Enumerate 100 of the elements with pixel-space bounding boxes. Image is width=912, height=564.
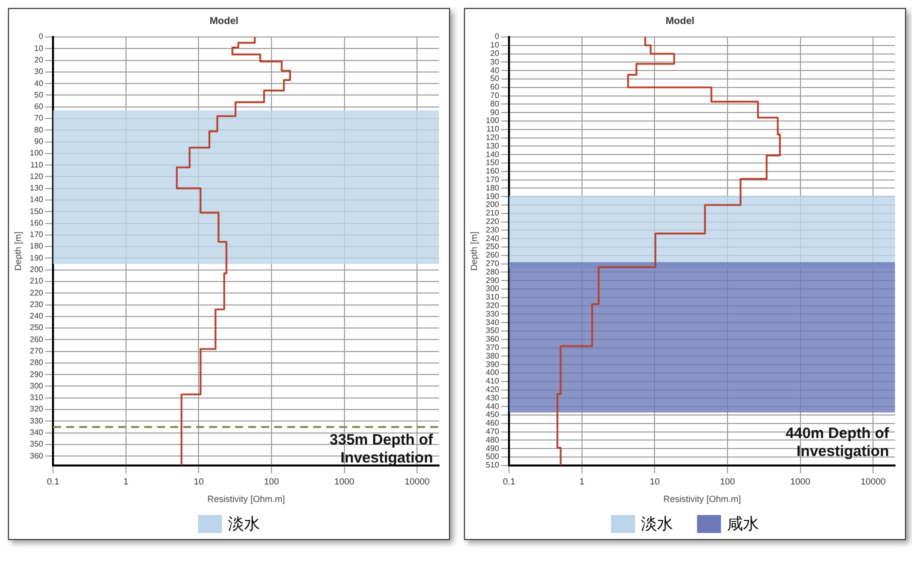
ref-line-label: 335m Depth of Investigation <box>330 432 434 467</box>
y-tick-label: 90 <box>490 108 500 117</box>
y-tick-label: 160 <box>30 218 44 228</box>
y-tick-label: 310 <box>30 393 44 402</box>
y-tick-label: 300 <box>486 284 500 294</box>
y-tick-label: 50 <box>490 74 500 84</box>
y-tick-label: 210 <box>486 208 500 218</box>
y-tick-label: 200 <box>30 265 44 274</box>
x-tick-label: 0.1 <box>502 476 516 486</box>
y-tick-label: 450 <box>486 410 500 420</box>
y-tick-label: 290 <box>30 370 44 379</box>
y-tick-label: 340 <box>30 428 44 438</box>
y-tick-label: 410 <box>486 376 500 386</box>
y-tick-label: 200 <box>486 200 500 210</box>
y-tick-label: 120 <box>486 133 500 142</box>
y-tick-label: 30 <box>34 67 44 76</box>
x-tick-label: 100 <box>264 476 280 486</box>
y-tick-label: 110 <box>486 124 500 134</box>
y-tick-label: 220 <box>30 288 44 298</box>
y-tick-label: 390 <box>486 360 500 369</box>
y-tick-label: 480 <box>486 435 500 444</box>
y-tick-label: 40 <box>34 78 44 88</box>
y-tick-label: 350 <box>30 440 44 449</box>
x-axis-title: Resistivity [Ohm.m] <box>663 494 741 504</box>
y-tick-label: 190 <box>486 192 500 201</box>
x-axis-title: Resistivity [Ohm.m] <box>207 494 285 504</box>
y-tick-label: 280 <box>486 267 500 276</box>
x-tick-label: 1 <box>579 476 584 486</box>
y-tick-label: 440 <box>486 402 500 411</box>
y-tick-label: 320 <box>30 404 44 414</box>
y-tick-label: 0 <box>494 32 500 42</box>
y-tick-label: 110 <box>30 160 44 170</box>
y-tick-label: 250 <box>486 242 500 252</box>
y-tick-label: 290 <box>486 276 500 285</box>
y-tick-label: 490 <box>486 444 500 453</box>
y-tick-label: 210 <box>30 276 44 286</box>
y-axis-title: Depth [m] <box>468 232 479 271</box>
y-tick-label: 80 <box>34 125 44 134</box>
y-tick-label: 90 <box>34 136 44 146</box>
y-tick-label: 220 <box>486 217 500 226</box>
y-tick-label: 250 <box>30 323 44 332</box>
y-tick-label: 70 <box>34 114 44 123</box>
y-tick-label: 20 <box>490 49 500 58</box>
y-tick-label: 260 <box>30 334 44 344</box>
chart-title: Model <box>210 16 239 27</box>
y-tick-label: 240 <box>30 312 44 321</box>
y-tick-label: 470 <box>486 427 500 436</box>
y-tick-label: 370 <box>486 343 500 352</box>
y-tick-label: 70 <box>490 91 500 100</box>
x-tick-label: 10 <box>194 476 204 486</box>
y-tick-label: 400 <box>486 368 500 378</box>
y-tick-label: 170 <box>486 175 500 184</box>
y-tick-label: 60 <box>490 82 500 92</box>
y-tick-label: 360 <box>486 334 500 344</box>
y-tick-label: 420 <box>486 385 500 394</box>
y-tick-label: 130 <box>486 141 500 150</box>
y-tick-label: 320 <box>486 301 500 310</box>
y-tick-label: 150 <box>30 206 44 216</box>
x-tick-label: 1000 <box>790 476 810 486</box>
y-tick-label: 150 <box>486 158 500 168</box>
x-tick-label: 100 <box>720 476 736 486</box>
y-tick-label: 140 <box>486 150 500 159</box>
y-tick-label: 230 <box>30 300 44 309</box>
y-tick-label: 350 <box>486 326 500 336</box>
x-tick-label: 1000 <box>334 476 354 486</box>
y-tick-label: 260 <box>486 250 500 260</box>
y-tick-label: 0 <box>38 32 44 42</box>
y-tick-label: 360 <box>30 451 44 460</box>
x-tick-label: 0.1 <box>46 476 60 486</box>
y-tick-label: 190 <box>30 253 44 262</box>
y-tick-label: 430 <box>486 393 500 402</box>
legend-label: 淡水 <box>228 514 260 534</box>
y-tick-label: 180 <box>486 183 500 192</box>
x-tick-label: 10000 <box>404 476 430 486</box>
y-tick-label: 280 <box>30 358 44 368</box>
y-tick-label: 160 <box>486 166 500 176</box>
y-tick-label: 240 <box>486 234 500 243</box>
y-tick-label: 310 <box>486 292 500 302</box>
y-tick-label: 80 <box>490 99 500 108</box>
y-tick-label: 100 <box>486 116 500 126</box>
y-tick-label: 130 <box>30 184 44 193</box>
y-tick-label: 270 <box>486 259 500 268</box>
y-tick-label: 100 <box>30 148 44 158</box>
y-tick-label: 140 <box>30 195 44 204</box>
y-tick-label: 230 <box>486 225 500 234</box>
chart-title: Model <box>666 16 695 27</box>
y-tick-label: 330 <box>486 309 500 318</box>
y-tick-label: 10 <box>34 44 44 53</box>
y-tick-label: 40 <box>490 66 500 75</box>
x-tick-label: 10000 <box>860 476 886 486</box>
y-tick-label: 50 <box>34 90 44 100</box>
y-tick-label: 30 <box>490 57 500 66</box>
y-tick-label: 180 <box>30 242 44 251</box>
y-tick-label: 460 <box>486 418 500 428</box>
x-tick-label: 10 <box>650 476 660 486</box>
legend-label: 咸水 <box>727 514 759 534</box>
y-tick-label: 330 <box>30 416 44 426</box>
y-tick-label: 20 <box>34 55 44 64</box>
y-tick-label: 510 <box>486 460 500 470</box>
y-tick-label: 170 <box>30 230 44 240</box>
